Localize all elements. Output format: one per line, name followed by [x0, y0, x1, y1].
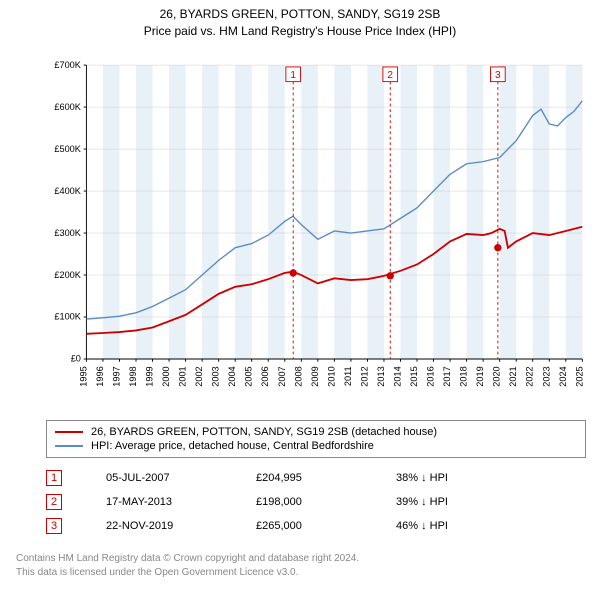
legend-swatch-hpi [55, 445, 83, 447]
legend-box: 26, BYARDS GREEN, POTTON, SANDY, SG19 2S… [46, 420, 586, 458]
title-line2: Price paid vs. HM Land Registry's House … [0, 23, 600, 40]
sale-date-2: 17-MAY-2013 [106, 496, 256, 508]
svg-text:£400K: £400K [54, 186, 81, 196]
svg-text:2003: 2003 [211, 366, 221, 386]
svg-text:2008: 2008 [293, 366, 303, 386]
sale-row-2: 2 17-MAY-2013 £198,000 39% ↓ HPI [46, 490, 586, 514]
svg-text:2018: 2018 [459, 366, 469, 386]
svg-text:£500K: £500K [54, 144, 81, 154]
svg-text:1998: 1998 [128, 366, 138, 386]
svg-text:2001: 2001 [178, 366, 188, 386]
svg-text:2000: 2000 [161, 366, 171, 386]
svg-text:£700K: £700K [54, 60, 81, 70]
svg-text:2016: 2016 [426, 366, 436, 386]
title-block: 26, BYARDS GREEN, POTTON, SANDY, SG19 2S… [0, 0, 600, 40]
legend-swatch-property [55, 431, 83, 433]
line-chart: £0 £100K £200K £300K £400K £500K £600K £700K 199… [46, 50, 586, 420]
svg-text:2010: 2010 [326, 366, 336, 386]
svg-text:£0: £0 [71, 354, 81, 364]
svg-text:2: 2 [387, 70, 393, 81]
svg-text:2019: 2019 [475, 366, 485, 386]
svg-text:1996: 1996 [95, 366, 105, 386]
chart-area: £0£100K£200K£300K£400K£500K£600K£700K199… [46, 50, 586, 370]
svg-text:2013: 2013 [376, 366, 386, 386]
sales-table: 1 05-JUL-2007 £204,995 38% ↓ HPI 2 17-MA… [46, 466, 586, 538]
sale-row-1: 1 05-JUL-2007 £204,995 38% ↓ HPI [46, 466, 586, 490]
svg-text:2009: 2009 [310, 366, 320, 386]
svg-text:2021: 2021 [508, 366, 518, 386]
svg-text:2023: 2023 [541, 366, 551, 386]
legend-label-property: 26, BYARDS GREEN, POTTON, SANDY, SG19 2S… [91, 426, 437, 438]
sale-price-2: £198,000 [256, 496, 396, 508]
footer-line2: This data is licensed under the Open Gov… [16, 566, 359, 580]
title-line1: 26, BYARDS GREEN, POTTON, SANDY, SG19 2S… [0, 6, 600, 23]
sale-marker-1: 1 [46, 470, 62, 486]
legend-row-property: 26, BYARDS GREEN, POTTON, SANDY, SG19 2S… [55, 425, 577, 439]
svg-text:2014: 2014 [392, 366, 402, 386]
svg-text:2024: 2024 [558, 366, 568, 386]
svg-text:1997: 1997 [111, 366, 121, 386]
svg-text:2011: 2011 [343, 366, 353, 386]
footer-note: Contains HM Land Registry data © Crown c… [16, 552, 359, 579]
svg-text:2002: 2002 [194, 366, 204, 386]
sale-marker-3: 3 [46, 518, 62, 534]
svg-text:1995: 1995 [78, 366, 88, 386]
svg-text:2020: 2020 [492, 366, 502, 386]
sale-price-1: £204,995 [256, 472, 396, 484]
legend-row-hpi: HPI: Average price, detached house, Cent… [55, 439, 577, 453]
sale-price-3: £265,000 [256, 520, 396, 532]
svg-text:£300K: £300K [54, 228, 81, 238]
svg-text:2006: 2006 [260, 366, 270, 386]
svg-text:2015: 2015 [409, 366, 419, 386]
svg-text:1999: 1999 [145, 366, 155, 386]
sale-date-3: 22-NOV-2019 [106, 520, 256, 532]
sale-delta-3: 46% ↓ HPI [396, 520, 586, 532]
svg-text:2005: 2005 [244, 366, 254, 386]
svg-text:£100K: £100K [54, 312, 81, 322]
svg-text:£600K: £600K [54, 102, 81, 112]
legend-label-hpi: HPI: Average price, detached house, Cent… [91, 440, 374, 452]
sale-marker-2: 2 [46, 494, 62, 510]
chart-container: 26, BYARDS GREEN, POTTON, SANDY, SG19 2S… [0, 0, 600, 590]
svg-text:2007: 2007 [277, 366, 287, 386]
svg-text:£200K: £200K [54, 270, 81, 280]
sale-row-3: 3 22-NOV-2019 £265,000 46% ↓ HPI [46, 514, 586, 538]
svg-text:2022: 2022 [525, 366, 535, 386]
svg-text:2017: 2017 [442, 366, 452, 386]
svg-text:2025: 2025 [574, 366, 584, 386]
svg-text:1: 1 [290, 70, 296, 81]
sale-delta-2: 39% ↓ HPI [396, 496, 586, 508]
footer-line1: Contains HM Land Registry data © Crown c… [16, 552, 359, 566]
svg-text:2004: 2004 [227, 366, 237, 386]
sale-delta-1: 38% ↓ HPI [396, 472, 586, 484]
svg-text:3: 3 [495, 70, 501, 81]
sale-date-1: 05-JUL-2007 [106, 472, 256, 484]
svg-text:2012: 2012 [359, 366, 369, 386]
